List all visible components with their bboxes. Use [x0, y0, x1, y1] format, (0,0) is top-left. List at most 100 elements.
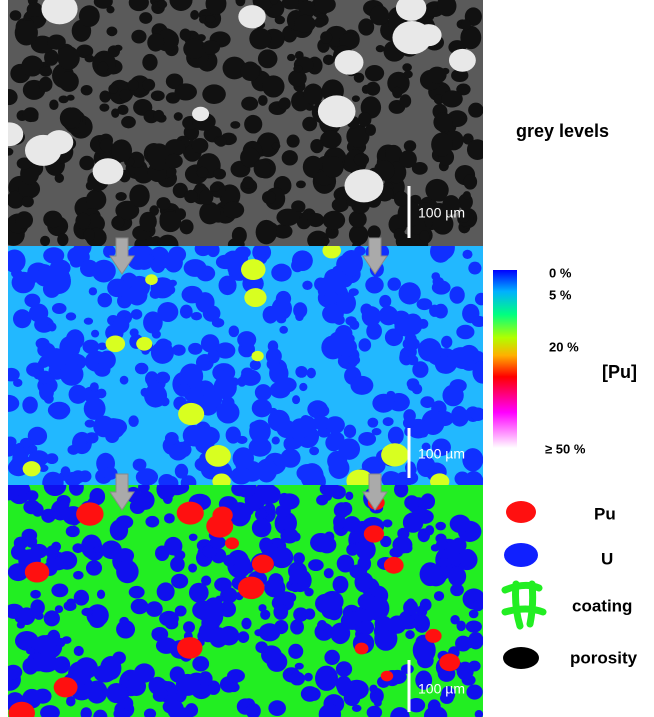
grain — [425, 178, 449, 202]
grain — [179, 28, 191, 41]
phase-spot — [145, 274, 158, 285]
grain — [291, 250, 313, 272]
grain — [164, 513, 175, 524]
grain — [347, 354, 361, 366]
grain — [84, 54, 95, 63]
scale-bar: 100 µm — [407, 186, 465, 238]
grain — [83, 228, 95, 242]
phase-spot — [41, 0, 78, 25]
grain — [91, 329, 100, 338]
grain — [119, 375, 129, 385]
phase-spot — [448, 48, 476, 72]
grain — [309, 446, 320, 456]
grain — [45, 545, 60, 560]
grain — [183, 621, 195, 634]
grain — [30, 599, 45, 616]
grain — [269, 0, 279, 5]
grain — [66, 696, 76, 707]
grain — [415, 670, 433, 690]
grain — [143, 709, 153, 717]
grain — [449, 286, 465, 304]
grain — [233, 557, 250, 573]
grain — [22, 396, 38, 414]
grain — [33, 370, 42, 380]
phase-spot — [251, 554, 274, 574]
grain — [49, 259, 71, 277]
grain — [271, 142, 281, 150]
grain — [172, 182, 188, 199]
grain — [39, 356, 51, 367]
grain — [470, 407, 483, 421]
grain — [200, 334, 220, 353]
phase-spot — [381, 443, 409, 467]
grain — [232, 447, 254, 470]
grain — [393, 191, 409, 207]
grain — [346, 543, 359, 556]
grain — [366, 705, 383, 717]
grain — [194, 246, 212, 257]
grain — [421, 442, 431, 451]
grain — [129, 499, 146, 515]
grain — [303, 83, 324, 105]
colorbar-title: [Pu] — [602, 362, 637, 382]
grain — [108, 83, 119, 94]
grain — [392, 86, 403, 99]
grain — [78, 470, 92, 483]
grain — [24, 293, 41, 308]
grain — [28, 444, 38, 453]
grain — [190, 9, 200, 20]
grain — [159, 610, 179, 627]
grain — [21, 55, 44, 77]
grain — [382, 519, 393, 528]
grain — [199, 201, 221, 225]
grain — [416, 652, 434, 669]
grain — [251, 398, 272, 418]
grain — [147, 143, 171, 171]
grain — [179, 219, 194, 235]
grain — [358, 431, 377, 446]
grain — [398, 282, 421, 305]
grain — [379, 294, 392, 308]
phase-spot — [317, 95, 356, 128]
grain — [182, 424, 205, 447]
grain — [192, 656, 210, 672]
grain — [271, 436, 280, 445]
grain — [407, 697, 426, 713]
grain — [116, 559, 139, 584]
grain — [459, 549, 477, 568]
grain — [447, 566, 467, 587]
grain — [441, 90, 463, 108]
grain — [65, 312, 77, 321]
phase-spot — [178, 402, 205, 426]
grain — [316, 494, 329, 506]
grain — [13, 378, 23, 388]
grain — [106, 5, 115, 14]
grain — [207, 349, 220, 364]
grain — [97, 292, 113, 308]
grain — [44, 49, 59, 66]
phase-spot — [237, 576, 265, 600]
grain — [113, 707, 129, 717]
grain — [313, 18, 326, 28]
grain — [467, 632, 483, 650]
scale-bar-label: 100 µm — [418, 205, 465, 221]
grain — [375, 45, 385, 53]
grain — [274, 15, 285, 25]
grain — [466, 684, 483, 700]
grain — [394, 485, 409, 498]
phase-spot — [177, 637, 203, 659]
grain — [431, 280, 451, 295]
grain — [73, 589, 90, 606]
grain — [289, 671, 306, 686]
phase-spot — [430, 473, 450, 485]
grain — [296, 180, 306, 189]
grain — [327, 450, 348, 472]
grain — [195, 292, 215, 313]
grain — [307, 213, 325, 228]
grain — [358, 338, 372, 352]
grain — [343, 424, 357, 438]
phase-spot — [395, 0, 427, 21]
grain — [430, 412, 441, 422]
grain — [300, 686, 319, 702]
grain — [40, 705, 60, 717]
